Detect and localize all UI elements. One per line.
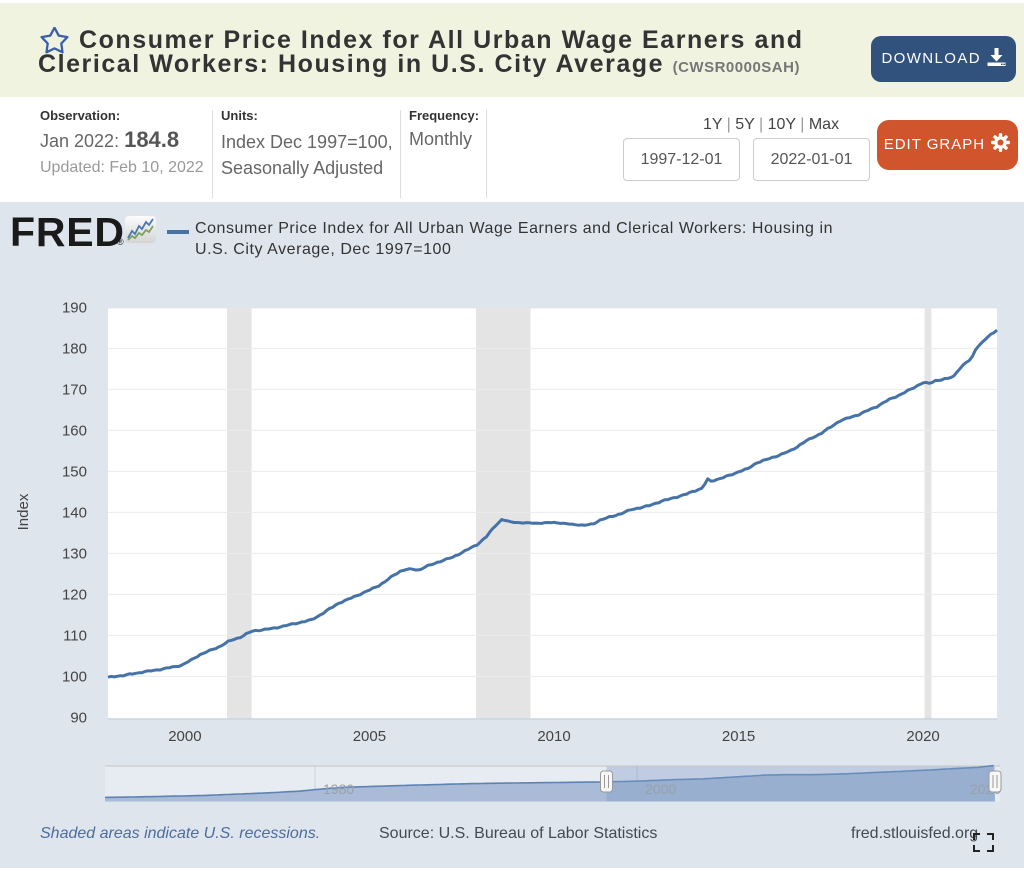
svg-text:110: 110 (63, 627, 87, 644)
svg-text:180: 180 (62, 340, 87, 357)
svg-text:Shaded areas indicate U.S. rec: Shaded areas indicate U.S. recessions. (40, 825, 320, 842)
svg-text:160: 160 (62, 422, 87, 439)
svg-text:190: 190 (62, 299, 87, 316)
svg-text:2015: 2015 (722, 728, 755, 745)
svg-text:Index: Index (15, 493, 32, 530)
svg-text:2010: 2010 (537, 728, 570, 745)
svg-text:Source: U.S. Bureau of Labor S: Source: U.S. Bureau of Labor Statistics (379, 825, 657, 842)
svg-text:2020: 2020 (906, 728, 939, 745)
svg-text:120: 120 (62, 586, 87, 603)
svg-text:140: 140 (62, 504, 87, 521)
svg-text:170: 170 (62, 381, 87, 398)
svg-text:2005: 2005 (353, 728, 386, 745)
svg-text:150: 150 (62, 463, 87, 480)
svg-text:90: 90 (70, 709, 87, 726)
svg-text:fred.stlouisfed.org: fred.stlouisfed.org (851, 825, 978, 842)
svg-text:1980: 1980 (323, 781, 354, 797)
svg-text:100: 100 (62, 668, 87, 685)
svg-text:130: 130 (62, 545, 87, 562)
svg-text:2000: 2000 (168, 728, 201, 745)
svg-text:2000: 2000 (645, 781, 676, 797)
